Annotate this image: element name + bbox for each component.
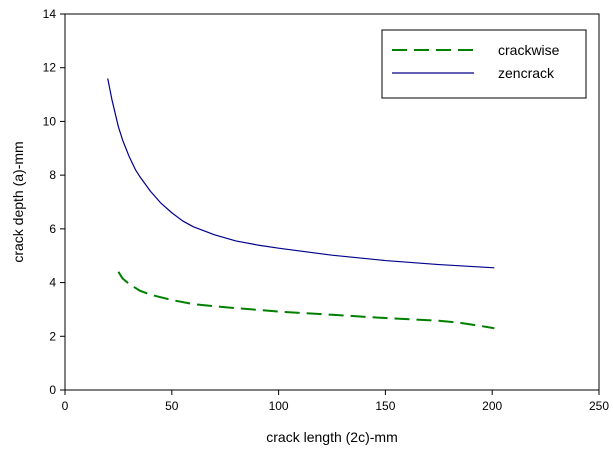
x-tick-label: 100 xyxy=(269,399,289,413)
y-tick-label: 2 xyxy=(49,329,56,343)
x-axis-ticks: 0 50 100 150 200 250 xyxy=(62,390,609,413)
y-axis-ticks: 0 2 4 6 8 10 12 14 xyxy=(43,7,65,397)
legend-box xyxy=(381,29,587,99)
series-line-crackwise xyxy=(117,271,495,330)
x-tick-label: 0 xyxy=(62,399,69,413)
y-tick-label: 4 xyxy=(49,276,56,290)
x-tick-label: 50 xyxy=(165,399,179,413)
y-tick-label: 6 xyxy=(49,222,56,236)
legend-label-zencrack: zencrack xyxy=(498,65,555,81)
series-line-zencrack xyxy=(107,78,495,269)
y-tick-label: 8 xyxy=(49,168,56,182)
y-tick-label: 0 xyxy=(49,383,56,397)
legend: crackwise zencrack xyxy=(381,29,587,99)
y-tick-label: 14 xyxy=(43,7,57,21)
x-tick-label: 200 xyxy=(482,399,502,413)
x-tick-label: 150 xyxy=(375,399,395,413)
y-tick-label: 10 xyxy=(43,114,57,128)
x-axis-label: crack length (2c)-mm xyxy=(266,429,397,445)
x-tick-label: 250 xyxy=(589,399,609,413)
series-layer xyxy=(107,78,495,330)
legend-label-crackwise: crackwise xyxy=(498,42,560,58)
y-axis-label: crack depth (a)-mm xyxy=(10,141,26,262)
y-tick-label: 12 xyxy=(43,61,57,75)
